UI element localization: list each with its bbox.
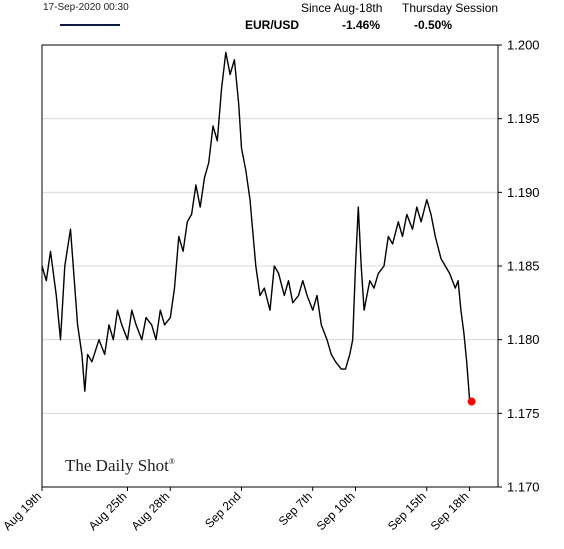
timestamp: 17-Sep-2020 00:30 xyxy=(43,2,129,13)
session-label: Thursday Session xyxy=(402,1,499,15)
gridlines xyxy=(42,44,498,488)
y-tick-label: 1.190 xyxy=(507,185,540,200)
y-tick-label: 1.195 xyxy=(507,111,540,126)
x-tick-label: Aug 25th xyxy=(86,489,130,533)
y-tick-label: 1.200 xyxy=(507,38,540,53)
since-label: Since Aug-18th xyxy=(301,1,383,15)
session-value: -0.50% xyxy=(414,18,453,32)
y-axis-ticks: 1.200 1.195 1.190 1.185 1.180 1.175 1.170 xyxy=(498,38,540,495)
y-tick-label: 1.170 xyxy=(507,480,540,495)
watermark-logo: The Daily Shot® xyxy=(65,456,175,475)
latest-value-marker xyxy=(467,397,476,406)
series-label: EUR/USD xyxy=(245,18,300,32)
x-tick-label: Sep 15th xyxy=(385,489,429,533)
x-tick-label: Sep 7th xyxy=(276,489,315,528)
y-tick-label: 1.175 xyxy=(507,406,540,421)
x-tick-label: Sep 10th xyxy=(314,489,358,533)
x-tick-label: Sep 18th xyxy=(428,489,472,533)
since-value: -1.46% xyxy=(342,18,381,32)
eurusd-series-line xyxy=(41,51,473,402)
y-tick-label: 1.180 xyxy=(507,332,540,347)
y-tick-label: 1.185 xyxy=(507,259,540,274)
x-tick-label: Aug 19th xyxy=(0,489,44,533)
x-tick-label: Sep 2nd xyxy=(202,489,244,531)
legend-line-swatch xyxy=(60,24,120,26)
x-tick-label: Aug 28th xyxy=(128,489,172,533)
